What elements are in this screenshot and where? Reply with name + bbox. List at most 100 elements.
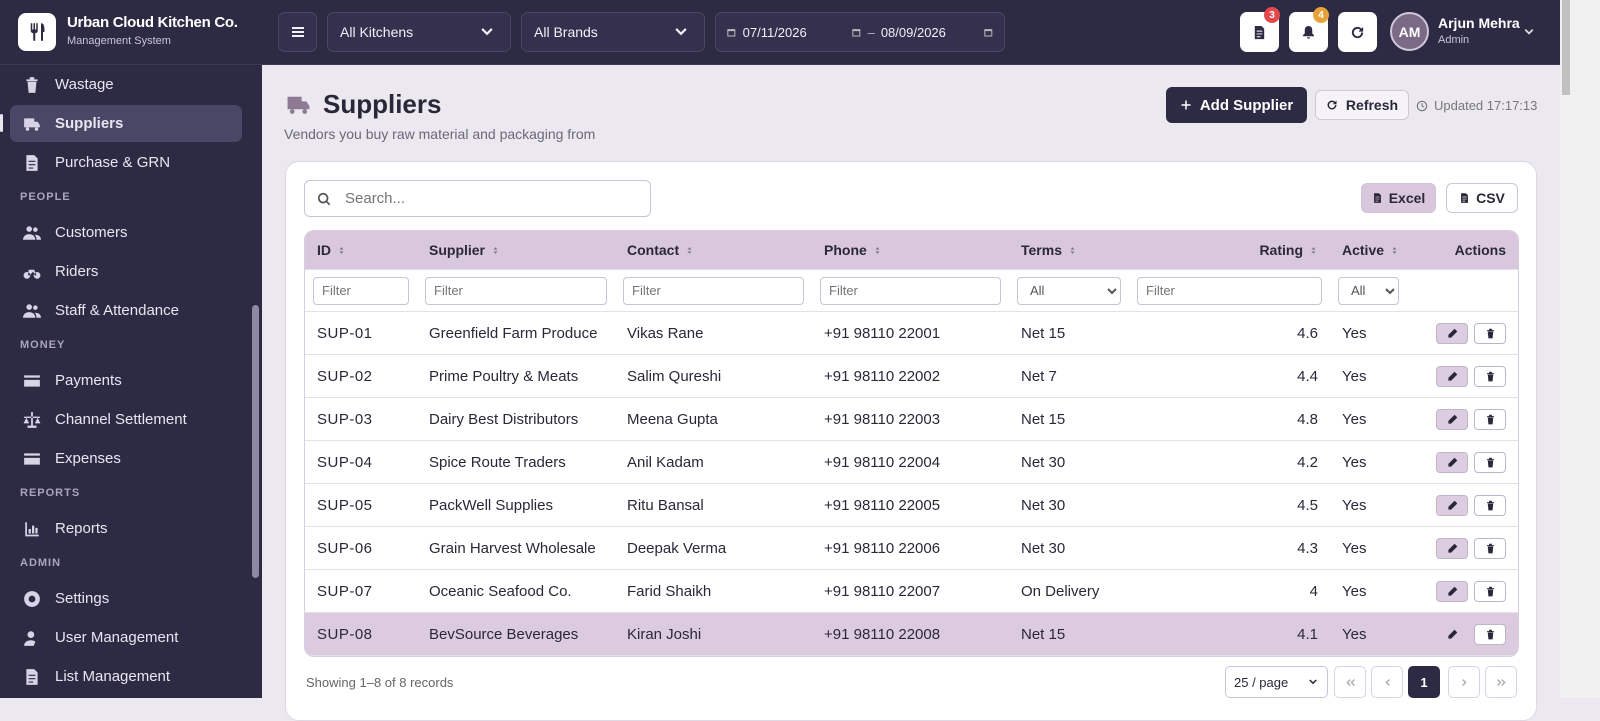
nav-item[interactable]: Staff & Attendance — [10, 292, 242, 329]
nav-item[interactable]: Expenses — [10, 440, 242, 477]
icon — [1382, 677, 1393, 688]
column-header[interactable]: ID — [305, 242, 417, 258]
nav-item[interactable]: Reports — [10, 510, 242, 547]
page-button[interactable]: 1 — [1408, 666, 1440, 698]
column-header[interactable]: Supplier — [417, 242, 615, 258]
table-cell: +91 98110 22002 — [824, 367, 941, 385]
delete-button[interactable] — [1474, 408, 1506, 430]
nav-item[interactable]: Settings — [10, 580, 242, 617]
table-cell: Yes — [1342, 496, 1367, 514]
filter-input[interactable] — [425, 276, 607, 305]
search-input[interactable] — [343, 189, 623, 208]
table-cell: Net 15 — [1021, 625, 1066, 643]
brand-name: Urban Cloud Kitchen Co. — [67, 14, 238, 31]
filter-input[interactable] — [313, 276, 409, 305]
icon-shape — [1486, 629, 1494, 639]
delete-button[interactable] — [1474, 322, 1506, 344]
nav-item[interactable]: Suppliers — [10, 105, 242, 142]
icon-button[interactable] — [1338, 12, 1377, 52]
icon-shape — [1496, 678, 1506, 686]
nav-item[interactable]: Wastage — [10, 66, 242, 103]
edit-button[interactable] — [1436, 537, 1468, 559]
column-header[interactable]: Contact — [615, 242, 812, 258]
add-supplier-button[interactable]: Add Supplier — [1166, 87, 1307, 123]
edit-button[interactable] — [1436, 580, 1468, 602]
table-cell: 4.2 — [1297, 453, 1318, 471]
nav-label: Expenses — [55, 450, 121, 467]
icon-button[interactable]: 3 — [1240, 7, 1280, 52]
delete-button[interactable] — [1474, 365, 1506, 387]
delete-button[interactable] — [1474, 580, 1506, 602]
page-button[interactable] — [1448, 666, 1480, 698]
table-cell: +91 98110 22001 — [824, 324, 941, 342]
page-button[interactable] — [1334, 666, 1366, 698]
icon-button[interactable]: 4 — [1289, 7, 1329, 52]
column-header[interactable]: Terms — [1009, 242, 1129, 258]
nav-label: Purchase & GRN — [55, 154, 171, 171]
table-cell: Kiran Joshi — [627, 625, 702, 643]
filter-select[interactable]: All Kitchens — [327, 12, 511, 52]
actions-cell — [1411, 537, 1518, 559]
nav-item[interactable]: List Management — [10, 658, 242, 695]
column-header[interactable]: Active — [1330, 242, 1411, 258]
nav-section-title: PEOPLE — [20, 191, 71, 203]
edit-button[interactable] — [1436, 494, 1468, 516]
nav-item[interactable]: User Management — [10, 619, 242, 656]
icon-shape — [1447, 414, 1457, 424]
edit-button[interactable] — [1436, 365, 1468, 387]
filter-select[interactable]: All — [1017, 276, 1121, 305]
delete-button[interactable] — [1474, 623, 1506, 645]
filter-input[interactable] — [623, 276, 804, 305]
delete-button[interactable] — [1474, 451, 1506, 473]
export-button[interactable]: Excel — [1361, 183, 1436, 213]
icon-shape — [1447, 328, 1457, 338]
edit-button[interactable] — [1436, 451, 1468, 473]
icon — [873, 245, 882, 256]
nav-item[interactable]: Payments — [10, 362, 242, 399]
icon-shape — [26, 154, 38, 171]
edit-button[interactable] — [1436, 624, 1468, 645]
export-button[interactable]: CSV — [1446, 183, 1518, 213]
nav-item[interactable]: Customers — [10, 214, 242, 251]
menu-button[interactable] — [278, 12, 317, 52]
filter-input[interactable] — [820, 276, 1001, 305]
nav-item[interactable]: Channel Settlement — [10, 401, 242, 438]
icon-shape — [1373, 193, 1381, 203]
column-header[interactable]: Rating — [1129, 242, 1330, 258]
select-value: All Kitchens — [340, 24, 414, 40]
edit-button[interactable] — [1436, 408, 1468, 430]
delete-button[interactable] — [1474, 494, 1506, 516]
table-row: SUP-03 Dairy Best Distributors Meena Gupta… — [305, 398, 1518, 441]
page-button[interactable] — [1485, 666, 1517, 698]
icon-shape — [291, 27, 304, 37]
icon-shape — [1384, 678, 1390, 686]
delete-button[interactable] — [1474, 537, 1506, 559]
refresh-button[interactable]: Refresh — [1315, 90, 1409, 120]
logo — [18, 13, 56, 51]
page-size-select[interactable]: 25 / page — [1225, 666, 1328, 698]
table-row: SUP-08 BevSource Beverages Kiran Joshi +91 … — [305, 613, 1518, 656]
date-range[interactable]: 07/11/2026 –08/09/2026 — [715, 12, 1005, 52]
column-header[interactable]: Phone — [812, 242, 1009, 258]
icon-shape — [1392, 246, 1397, 254]
nav-item[interactable]: Purchase & GRN — [10, 144, 242, 181]
icon-shape — [317, 192, 331, 205]
icon-shape — [23, 269, 41, 279]
table-row: SUP-07 Oceanic Seafood Co. Farid Shaikh +91… — [305, 570, 1518, 613]
filter-select[interactable]: All — [1338, 276, 1399, 305]
icon[interactable] — [1522, 25, 1536, 39]
page-button[interactable] — [1371, 666, 1403, 698]
edit-button[interactable] — [1436, 322, 1468, 344]
nav-item[interactable]: Riders — [10, 253, 242, 290]
filter-input[interactable] — [1137, 276, 1322, 305]
nav-section-title: MONEY — [20, 339, 66, 351]
avatar[interactable]: AM — [1390, 12, 1429, 51]
icon-shape — [24, 374, 40, 387]
table-cell: 4.3 — [1297, 539, 1318, 557]
filter-select[interactable]: All Brands — [521, 12, 705, 52]
actions-cell — [1411, 494, 1518, 516]
table-cell: SUP-03 — [317, 410, 373, 428]
icon-shape — [1486, 371, 1494, 381]
date-from: 07/11/2026 — [742, 24, 807, 40]
icon-shape — [687, 246, 692, 254]
